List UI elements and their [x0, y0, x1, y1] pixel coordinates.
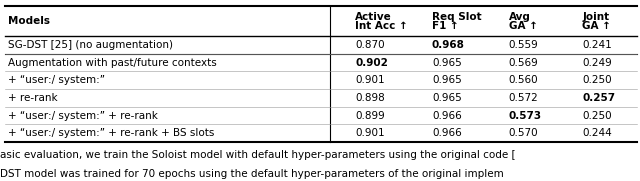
Text: 0.898: 0.898	[355, 93, 385, 103]
Text: + “user:/ system:” + re-rank + BS slots: + “user:/ system:” + re-rank + BS slots	[8, 128, 214, 138]
Text: 0.241: 0.241	[582, 40, 612, 50]
Text: 0.559: 0.559	[509, 40, 538, 50]
Text: + “user:/ system:” + re-rank: + “user:/ system:” + re-rank	[8, 111, 157, 121]
Text: + “user:/ system:”: + “user:/ system:”	[8, 75, 105, 85]
Text: Joint: Joint	[582, 12, 609, 22]
Text: 0.250: 0.250	[582, 75, 612, 85]
Text: 0.899: 0.899	[355, 111, 385, 121]
Text: 0.966: 0.966	[432, 128, 461, 138]
Text: 0.569: 0.569	[509, 58, 538, 68]
Text: SG-DST [25] (no augmentation): SG-DST [25] (no augmentation)	[8, 40, 173, 50]
Text: 0.870: 0.870	[355, 40, 385, 50]
Text: 0.573: 0.573	[509, 111, 542, 121]
Text: 0.965: 0.965	[432, 75, 461, 85]
Text: GA ↑: GA ↑	[582, 21, 611, 31]
Text: Req Slot: Req Slot	[432, 12, 482, 22]
Text: Active: Active	[355, 12, 392, 22]
Text: 0.249: 0.249	[582, 58, 612, 68]
Text: 0.560: 0.560	[509, 75, 538, 85]
Text: 0.965: 0.965	[432, 93, 461, 103]
Text: 0.901: 0.901	[355, 128, 385, 138]
Text: F1 ↑: F1 ↑	[432, 21, 459, 31]
Text: Int Acc ↑: Int Acc ↑	[355, 21, 408, 31]
Text: 0.244: 0.244	[582, 128, 612, 138]
Text: 0.965: 0.965	[432, 58, 461, 68]
Text: asic evaluation, we train the Soloist model with default hyper-parameters using : asic evaluation, we train the Soloist mo…	[0, 150, 516, 160]
Text: Augmentation with past/future contexts: Augmentation with past/future contexts	[8, 58, 216, 68]
Text: GA ↑: GA ↑	[509, 21, 538, 31]
Text: 0.901: 0.901	[355, 75, 385, 85]
Text: Avg: Avg	[509, 12, 531, 22]
Text: 0.257: 0.257	[582, 93, 616, 103]
Text: 0.572: 0.572	[509, 93, 538, 103]
Text: 0.902: 0.902	[355, 58, 388, 68]
Text: 0.570: 0.570	[509, 128, 538, 138]
Text: 0.966: 0.966	[432, 111, 461, 121]
Text: DST model was trained for 70 epochs using the default hyper-parameters of the or: DST model was trained for 70 epochs usin…	[0, 169, 504, 179]
Text: + re-rank: + re-rank	[8, 93, 58, 103]
Text: 0.250: 0.250	[582, 111, 612, 121]
Text: 0.968: 0.968	[432, 40, 465, 50]
Text: Models: Models	[8, 16, 50, 26]
